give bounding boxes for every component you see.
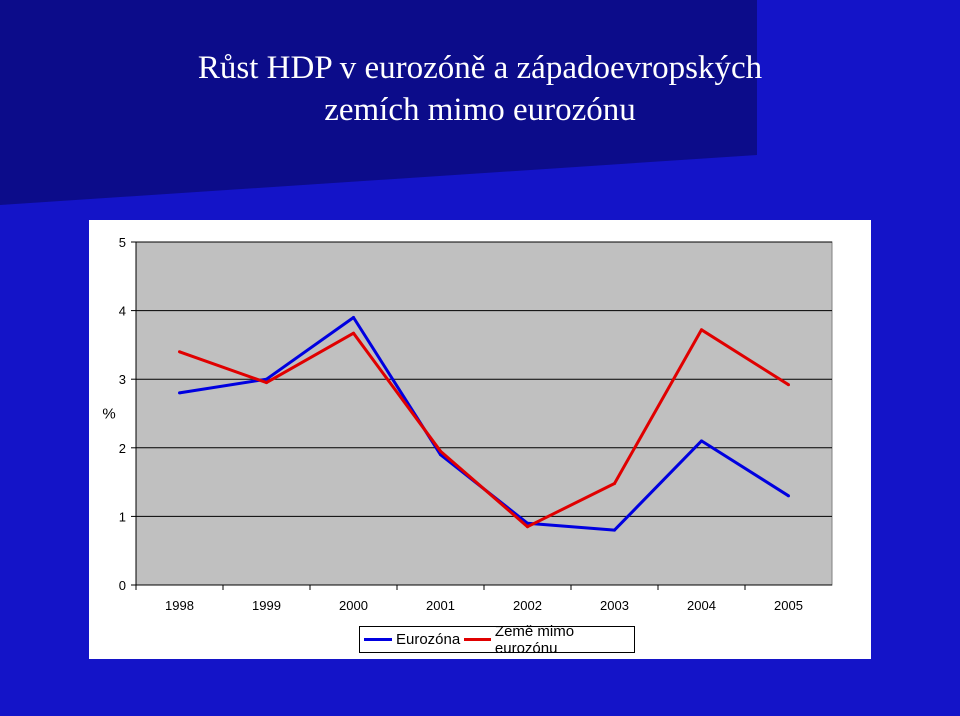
line-chart: 0 1 2 3 4 5 1998 1999 2000 2001 2002 2003 2004 2005%	[102, 235, 833, 613]
y-tick-label-2: 2	[119, 441, 126, 456]
data-point-non-eurozone-2001	[439, 449, 442, 453]
data-point-eurozone-2000	[352, 315, 355, 319]
y-tick-label-1: 1	[119, 509, 126, 524]
y-tick-label-3: 3	[119, 372, 126, 387]
data-point-eurozone-2004	[700, 439, 703, 443]
chart-legend: Eurozóna Země mimo eurozónu	[359, 623, 635, 657]
y-tick-label-0: 0	[119, 578, 126, 593]
slide-title-line-2: zemích mimo eurozónu	[324, 92, 636, 128]
chart-panel: 0 1 2 3 4 5 1998 1999 2000 2001 2002 2003 2004 2005%	[89, 220, 871, 659]
legend-item-non-eurozone: Země mimo eurozónu	[464, 623, 634, 657]
data-point-eurozone-2003	[613, 528, 616, 532]
data-point-non-eurozone-1999	[265, 381, 268, 385]
series-line-non-eurozone	[178, 328, 790, 529]
x-tick-label-1998: 1998	[165, 598, 194, 613]
data-point-eurozone-1999	[265, 377, 268, 381]
x-tick-label-2000: 2000	[339, 598, 368, 613]
slide-title-line-1: Růst HDP v eurozóně a západoevropských	[197, 50, 763, 86]
data-point-non-eurozone-1998	[178, 350, 181, 354]
title-band	[0, 0, 757, 205]
x-tick-label-2003: 2003	[600, 598, 629, 613]
plot-area	[135, 241, 833, 586]
legend-label-eurozone: Eurozóna	[396, 631, 461, 648]
x-tick-label-2002: 2002	[513, 598, 542, 613]
data-point-non-eurozone-2004	[700, 328, 703, 332]
x-tick-label-2001: 2001	[426, 598, 455, 613]
legend-item-eurozone: Eurozóna	[364, 631, 460, 648]
data-point-non-eurozone-2000	[352, 331, 355, 335]
y-tick-label-4: 4	[119, 304, 126, 319]
data-point-eurozone-2001	[439, 453, 442, 457]
data-point-eurozone-2005	[787, 494, 790, 498]
x-tick-label-2004: 2004	[687, 598, 716, 613]
y-axis-label: %	[102, 406, 115, 423]
data-point-non-eurozone-2003	[613, 481, 616, 485]
x-tick-label-1999: 1999	[252, 598, 281, 613]
y-tick-label-5: 5	[119, 235, 126, 250]
legend-swatch-eurozone	[364, 638, 392, 641]
data-point-eurozone-2002	[526, 521, 529, 525]
legend-swatch-non-eurozone	[464, 638, 491, 641]
data-point-non-eurozone-2005	[787, 383, 790, 387]
x-tick-label-2005: 2005	[774, 598, 803, 613]
data-point-eurozone-1998	[178, 391, 181, 395]
legend-label-non-eurozone: Země mimo eurozónu	[494, 622, 575, 657]
data-point-non-eurozone-2002	[526, 525, 529, 529]
